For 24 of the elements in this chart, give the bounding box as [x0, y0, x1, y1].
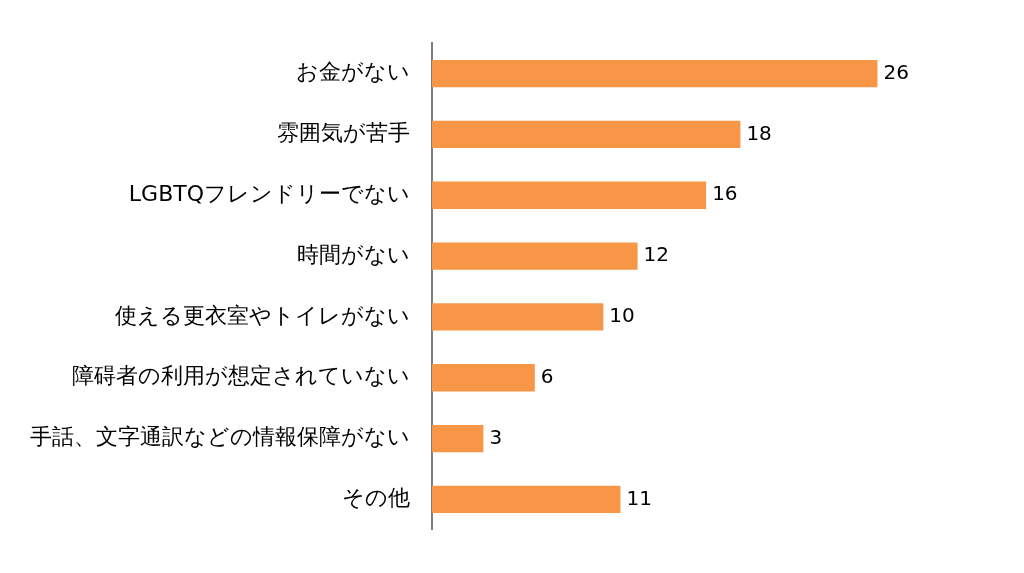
- y-tick-label: 使える更衣室やトイレがない: [115, 302, 410, 328]
- bar: [432, 242, 638, 270]
- bar: [432, 364, 535, 392]
- y-tick-label: 時間がない: [297, 241, 410, 267]
- data-label: 11: [626, 485, 652, 510]
- bar: [432, 485, 621, 514]
- bar: [432, 59, 878, 88]
- bar: [432, 424, 484, 453]
- data-label: 26: [883, 59, 909, 84]
- y-tick-label: お金がない: [296, 59, 410, 85]
- y-tick-label: LGBTQフレンドリーでない: [128, 180, 410, 206]
- bar: [432, 181, 707, 209]
- data-label: 16: [712, 181, 738, 206]
- bar: [432, 120, 741, 149]
- y-tick-label: 障碍者の利用が想定されていない: [72, 363, 410, 389]
- y-tick-label: 雰囲気が苦手: [277, 120, 410, 146]
- data-label: 3: [489, 424, 503, 449]
- y-tick-label: 手話、文字通訳などの情報保障がない: [30, 424, 410, 450]
- data-label: 12: [643, 242, 670, 267]
- bar: [432, 303, 604, 331]
- data-label: 18: [746, 120, 772, 145]
- y-tick-label: その他: [342, 485, 410, 511]
- data-label: 6: [540, 363, 554, 388]
- data-label: 10: [609, 303, 635, 328]
